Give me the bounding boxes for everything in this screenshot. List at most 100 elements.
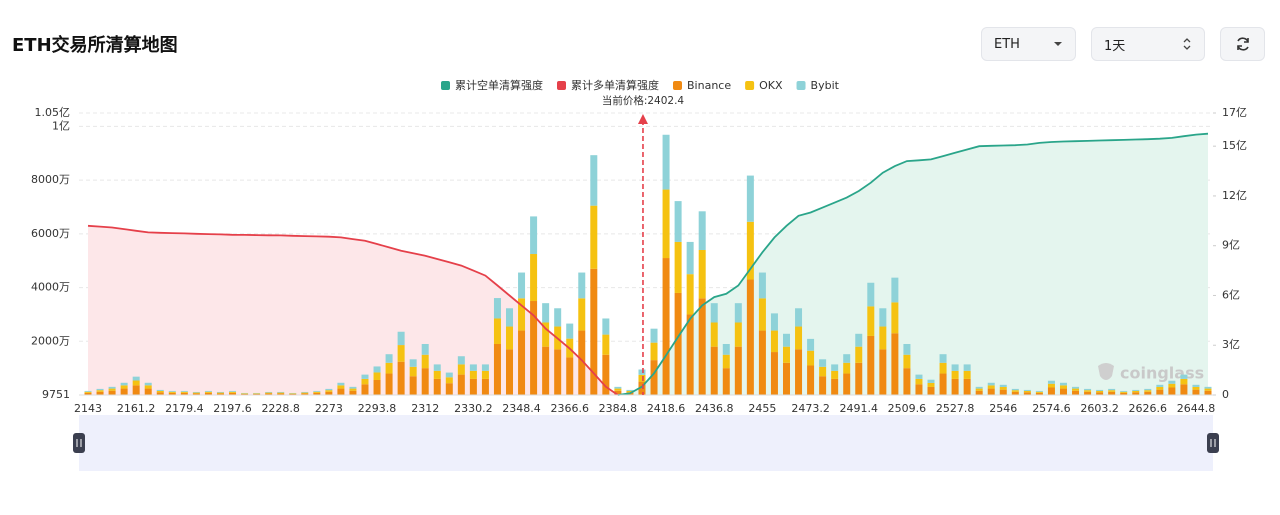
bar-segment xyxy=(277,393,285,396)
x-tick-label: 2527.8 xyxy=(936,402,975,415)
slider-handle[interactable] xyxy=(73,433,85,453)
bar-segment xyxy=(855,346,863,363)
bar-segment xyxy=(987,388,995,396)
bar-segment xyxy=(927,382,935,387)
bar-segment xyxy=(1156,389,1164,396)
bar-segment xyxy=(277,392,285,394)
bar-segment xyxy=(144,385,152,389)
chart-title: ETH交易所清算地图 xyxy=(12,34,178,56)
refresh-button[interactable] xyxy=(1220,27,1265,61)
bar-segment xyxy=(120,385,128,389)
bar-segment xyxy=(1011,390,1019,392)
bar-segment xyxy=(975,390,983,396)
bar-segment xyxy=(397,345,405,362)
bar-segment xyxy=(987,385,995,389)
bar-segment xyxy=(325,391,333,396)
bar-segment xyxy=(843,373,851,396)
bar-segment xyxy=(782,346,790,363)
bar-segment xyxy=(999,384,1007,387)
bar-segment xyxy=(807,338,815,351)
x-tick-label: 2179.4 xyxy=(165,402,204,415)
bar-segment xyxy=(1084,390,1092,392)
bar-segment xyxy=(879,326,887,350)
bar-segment xyxy=(1096,389,1104,391)
bar-segment xyxy=(229,392,237,396)
bar-segment xyxy=(782,362,790,396)
bar-segment xyxy=(638,369,646,375)
bar-segment xyxy=(301,391,309,393)
bar-segment xyxy=(734,303,742,323)
bar-segment xyxy=(674,241,682,293)
bar-segment xyxy=(1047,383,1055,388)
bar-segment xyxy=(1132,390,1140,393)
bar-segment xyxy=(951,370,959,379)
bar-segment xyxy=(590,205,598,269)
bar-segment xyxy=(674,292,682,396)
bar-segment xyxy=(1035,391,1043,393)
coin-value: ETH xyxy=(994,36,1020,52)
bar-segment xyxy=(457,374,465,396)
bar-segment xyxy=(301,392,309,394)
bar-segment xyxy=(1180,378,1188,385)
line-area xyxy=(617,133,1208,395)
bar-segment xyxy=(1084,391,1092,396)
x-tick-label: 2330.2 xyxy=(454,402,493,415)
bar-segment xyxy=(96,391,104,396)
bar-segment xyxy=(216,392,224,394)
bar-segment xyxy=(518,330,526,396)
legend-label: Binance xyxy=(687,79,731,92)
bar-segment xyxy=(951,364,959,371)
bar-segment xyxy=(409,366,417,377)
bar-segment xyxy=(421,343,429,355)
bar-segment xyxy=(469,370,477,379)
bar-segment xyxy=(265,391,273,393)
bar-segment xyxy=(349,386,357,389)
x-tick-label: 2228.8 xyxy=(261,402,300,415)
legend-marker xyxy=(557,81,566,90)
bar-segment xyxy=(433,364,441,371)
bar-segment xyxy=(397,331,405,346)
bar-segment xyxy=(325,388,333,391)
bar-segment xyxy=(963,364,971,371)
bar-segment xyxy=(662,189,670,259)
bar-segment xyxy=(301,393,309,396)
bar-segment xyxy=(891,302,899,334)
y2-tick-label: 6亿 xyxy=(1222,288,1240,301)
bar-segment xyxy=(253,393,261,394)
legend-label: Bybit xyxy=(811,79,840,92)
bar-segment xyxy=(542,303,550,323)
slider-handle[interactable] xyxy=(1207,433,1219,453)
bar-segment xyxy=(734,322,742,347)
bar-segment xyxy=(1144,390,1152,392)
bar-segment xyxy=(891,277,899,303)
bar-segment xyxy=(313,392,321,396)
bar-segment xyxy=(132,380,140,386)
bar-segment xyxy=(807,365,815,396)
coin-select[interactable]: ETH xyxy=(981,27,1076,61)
bar-segment xyxy=(204,391,212,393)
bar-segment xyxy=(963,370,971,379)
bar-segment xyxy=(770,330,778,353)
bar-segment xyxy=(180,390,188,392)
period-select[interactable]: 1天 xyxy=(1091,27,1205,61)
bar-segment xyxy=(578,272,586,299)
legend: 累计空单清算强度 累计多单清算强度 Binance OKX Bybit xyxy=(441,78,840,92)
bar-segment xyxy=(1035,390,1043,392)
bar-segment xyxy=(192,393,200,396)
bar-segment xyxy=(686,274,694,315)
bar-segment xyxy=(710,322,718,347)
bar-segment xyxy=(349,390,357,396)
zoom-slider[interactable] xyxy=(79,415,1213,471)
legend-label: OKX xyxy=(759,79,783,92)
bar-segment xyxy=(686,314,694,396)
bar-segment xyxy=(1156,384,1164,387)
legend-marker xyxy=(745,81,755,90)
bar-segment xyxy=(1059,385,1067,389)
bar-segment xyxy=(506,308,514,327)
y2-tick-label: 17亿 xyxy=(1222,106,1247,119)
bar-segment xyxy=(1047,380,1055,384)
bar-segment xyxy=(1192,386,1200,390)
bar-segment xyxy=(361,378,369,385)
x-tick-label: 2473.2 xyxy=(791,402,830,415)
